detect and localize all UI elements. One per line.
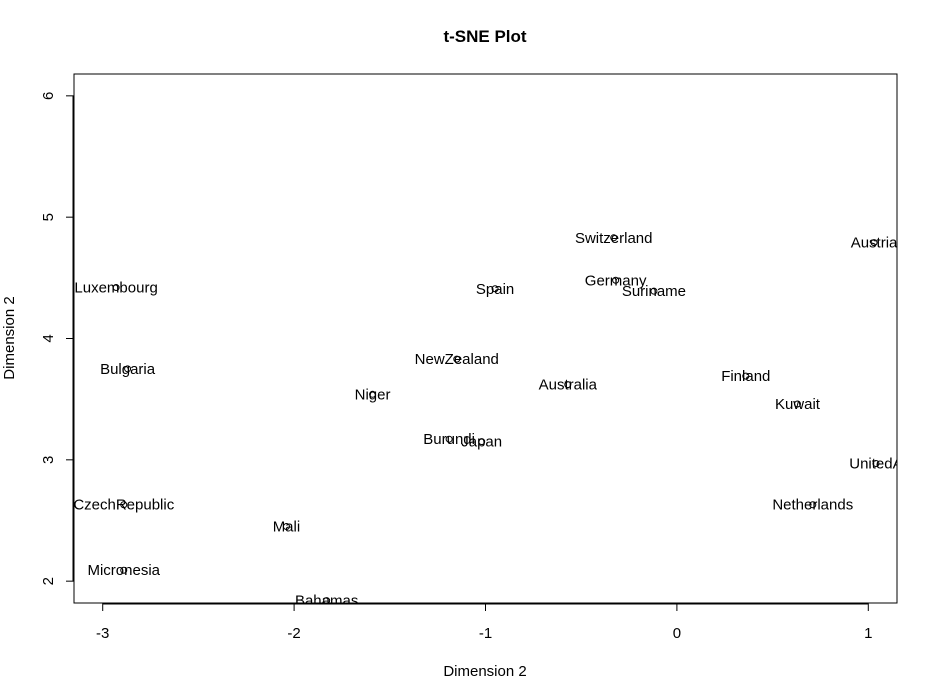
point-label: Bahamas [295,593,358,610]
data-point [742,372,750,380]
data-point [445,435,453,443]
point-label: Bulgaria [100,361,156,378]
plot-frame [73,73,898,604]
y-tick-label: 3 [40,456,57,464]
data-point [491,285,499,293]
data-point [872,459,880,467]
data-point [282,523,290,531]
data-point [120,566,128,574]
data-point [453,355,461,363]
data-point [478,438,486,446]
data-point [650,287,658,295]
x-tick-label: 1 [864,625,872,642]
x-tick-label: -3 [96,625,109,642]
x-tick-label: 0 [673,625,681,642]
chart-title: t-SNE Plot [443,27,526,46]
point-label: UnitedA [849,455,902,472]
y-tick-label: 5 [40,213,57,221]
data-point [793,400,801,408]
point-label: Finland [721,368,770,385]
point-label: Austria [851,235,898,252]
point-label: Micronesia [87,562,160,579]
point-label: Kuwait [775,396,821,413]
x-axis-label: Dimension 2 [443,663,526,680]
data-point [610,234,618,242]
y-tick-label: 4 [40,334,57,342]
data-point [112,284,120,292]
points-layer: Switzerland Austria Luxembourg Germany Spain… [73,230,902,610]
point-label: Germany [585,272,647,289]
point-label: Spain [476,281,514,298]
point-label: Luxembourg [74,280,157,297]
point-label: Mali [273,519,301,536]
data-point [369,390,377,398]
data-point [120,501,128,509]
point-label: Suriname [622,283,686,300]
point-label: Niger [355,386,391,403]
y-tick-label: 2 [40,577,57,585]
data-point [809,501,817,509]
data-point [323,597,331,603]
data-point [870,239,878,247]
y-tick-label: 6 [40,92,57,100]
x-tick-label: -2 [287,625,300,642]
point-label: Australia [539,377,598,394]
data-point [612,276,620,284]
point-label: CzechRepublic [73,497,174,514]
data-point [124,365,132,373]
point-label: Netherlands [772,497,853,514]
point-label: Japan [461,434,502,451]
axes: -3 -2 -1 0 1 2 3 4 5 6 [40,92,872,642]
point-label: NewZealand [415,351,499,368]
data-point [564,381,572,389]
point-label: Burundi [423,431,475,448]
point-label: Switzerland [575,230,653,247]
y-axis-label: Dimension 2 [1,296,18,379]
x-tick-label: -1 [479,625,492,642]
